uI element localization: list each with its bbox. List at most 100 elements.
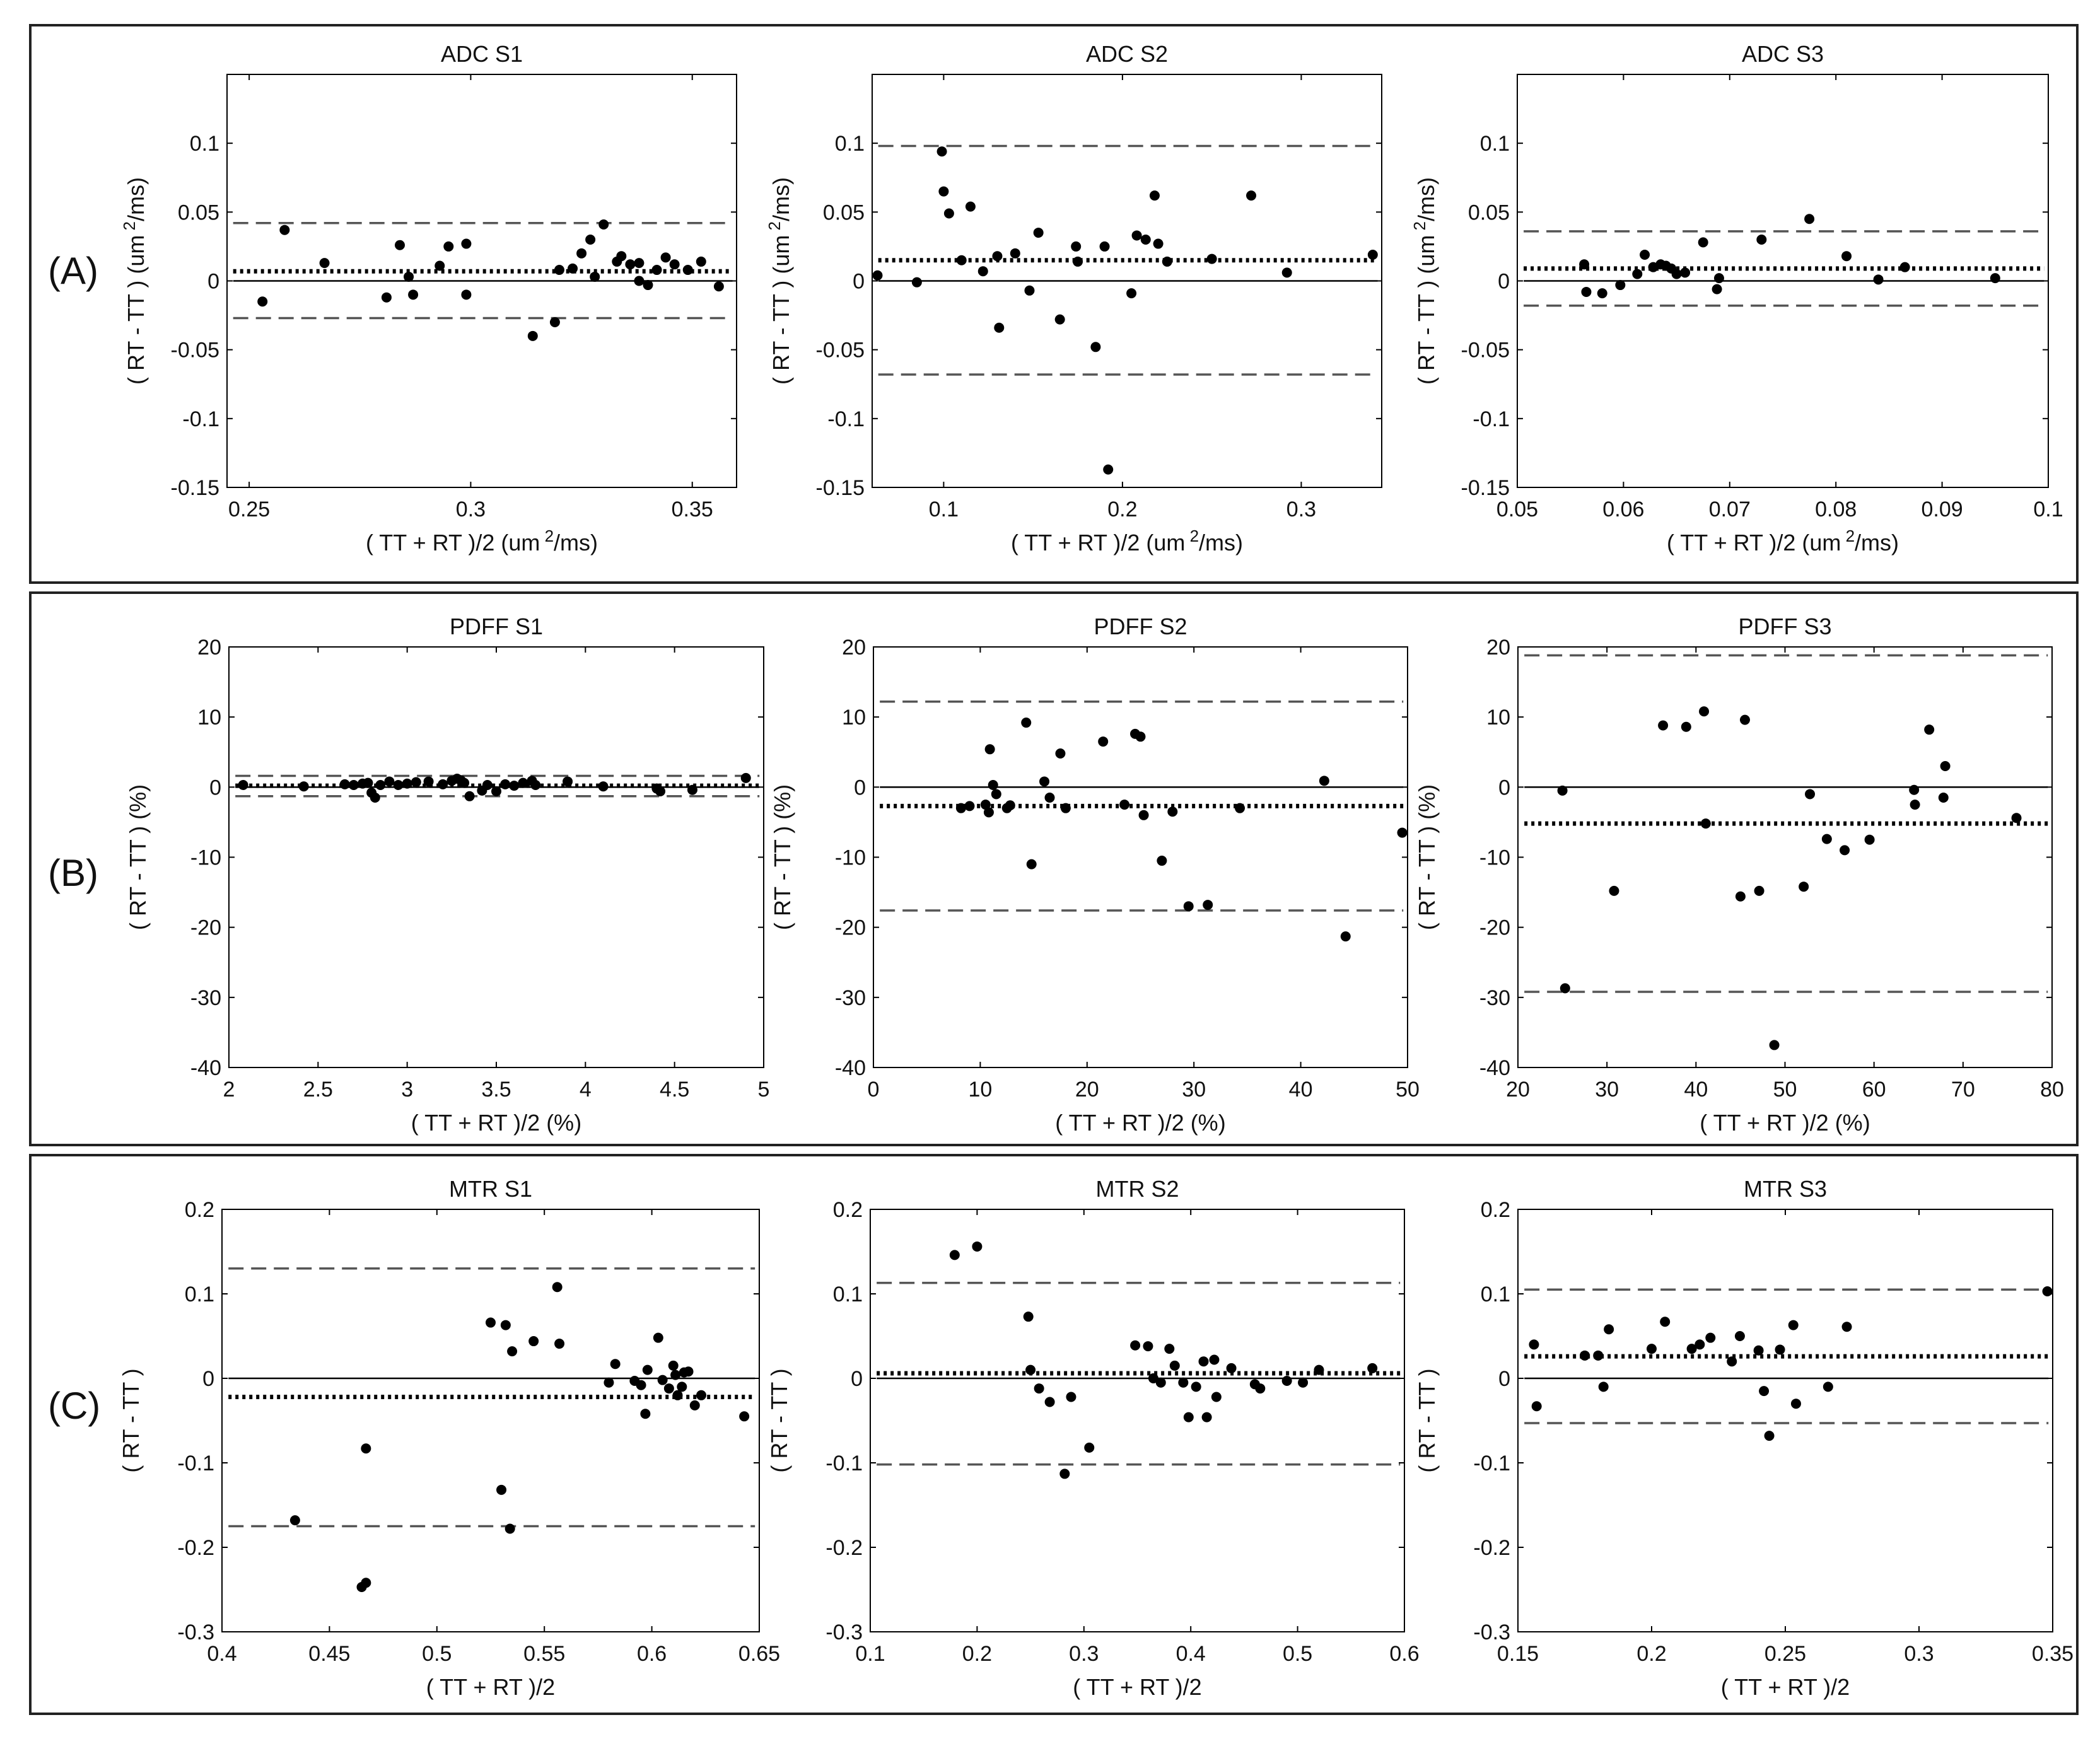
data-point <box>696 256 706 267</box>
data-point <box>988 779 998 790</box>
data-point <box>576 248 587 259</box>
data-point <box>435 260 445 271</box>
data-point <box>1788 1320 1799 1330</box>
y-tick-label: -0.1 <box>825 1451 863 1475</box>
data-point <box>549 317 560 327</box>
data-point <box>972 1241 983 1252</box>
data-point <box>739 1411 750 1422</box>
data-point <box>1098 736 1109 747</box>
data-point <box>672 1390 683 1400</box>
data-point <box>279 224 290 235</box>
data-point <box>518 777 528 788</box>
y-axis-label: ( RT - TT ) (um 2/ms) <box>120 177 149 385</box>
data-point <box>1169 1360 1180 1371</box>
data-point <box>687 784 697 795</box>
y-tick-label: 20 <box>842 636 866 660</box>
data-point <box>1734 1331 1745 1341</box>
data-point <box>1026 859 1037 870</box>
data-point <box>1044 793 1055 803</box>
y-tick-label: 0 <box>854 776 866 800</box>
y-tick-label: 0 <box>207 270 219 294</box>
x-tick-label: 0.25 <box>228 497 270 521</box>
data-point <box>610 1359 621 1370</box>
data-point <box>375 779 386 790</box>
data-point <box>984 744 995 755</box>
y-axis-label: ( RT - TT ) (%) <box>1414 784 1440 930</box>
x-axis-label: ( TT + RT )/2 (um 2/ms) <box>366 526 598 555</box>
x-tick-label: 0.3 <box>1286 497 1316 521</box>
x-tick-label: 0.2 <box>1107 497 1137 521</box>
data-point <box>1178 1377 1189 1388</box>
data-point <box>1298 1377 1309 1388</box>
y-tick-label: -40 <box>190 1056 221 1080</box>
y-tick-label: -30 <box>835 986 866 1010</box>
y-tick-label: 10 <box>842 706 866 730</box>
x-tick-label: 3 <box>401 1078 413 1102</box>
panel-a-label: (A) <box>48 250 98 292</box>
y-tick-label: 0 <box>202 1367 214 1391</box>
x-tick-label: 0.05 <box>1496 497 1538 521</box>
data-point <box>643 280 653 291</box>
y-tick-label: -30 <box>1479 986 1510 1010</box>
chart-title: MTR S3 <box>1744 1176 1827 1202</box>
y-tick-label: -0.1 <box>827 407 865 431</box>
data-point <box>500 779 511 789</box>
chart-4: 0 10 20 30 40 50 -40 -30 -20 -10 0 10 20 PDFF S2 ( TT … <box>769 614 1420 1136</box>
data-point <box>1143 1341 1153 1352</box>
data-point <box>552 1282 563 1293</box>
data-point <box>1841 1322 1852 1332</box>
panel-a-frame <box>29 24 2079 584</box>
data-point <box>238 779 248 790</box>
chart-title: MTR S2 <box>1095 1176 1179 1202</box>
x-tick-label: 0.2 <box>962 1642 992 1666</box>
data-point <box>1103 464 1114 475</box>
data-point <box>651 265 662 276</box>
data-point <box>1581 286 1592 297</box>
data-point <box>1167 806 1178 817</box>
data-point <box>500 1320 511 1330</box>
y-tick-label: -10 <box>1479 846 1510 870</box>
y-tick-label: -30 <box>190 986 221 1010</box>
x-tick-label: 30 <box>1182 1078 1206 1102</box>
data-point <box>1769 1040 1780 1050</box>
data-point <box>1700 818 1711 829</box>
data-point <box>980 800 991 810</box>
x-tick-label: 0.25 <box>1765 1642 1806 1666</box>
y-tick-label: -0.1 <box>1473 1451 1510 1475</box>
data-point <box>983 807 994 818</box>
x-tick-label: 4 <box>580 1078 592 1102</box>
data-point <box>1580 1350 1590 1361</box>
y-tick-label: 0.2 <box>833 1198 863 1222</box>
data-point <box>1557 785 1568 796</box>
y-tick-label: -40 <box>1479 1056 1510 1080</box>
data-point <box>370 793 380 803</box>
y-tick-label: 0 <box>1498 1367 1510 1391</box>
y-tick-label: -20 <box>190 916 221 940</box>
data-point <box>1560 983 1570 994</box>
chart-title: ADC S3 <box>1742 41 1824 67</box>
x-tick-label: 4.5 <box>660 1078 689 1102</box>
data-point <box>992 251 1003 262</box>
data-point <box>459 777 470 788</box>
data-point <box>1206 253 1217 264</box>
chart-title: ADC S1 <box>441 41 523 67</box>
data-point <box>1864 834 1875 845</box>
data-point <box>505 1523 515 1534</box>
x-tick-label: 0.06 <box>1602 497 1644 521</box>
data-point <box>1531 1401 1542 1412</box>
data-point <box>527 330 538 341</box>
data-point <box>1727 1356 1737 1367</box>
x-tick-label: 0.15 <box>1497 1642 1539 1666</box>
data-point <box>1140 235 1151 245</box>
panel-b-frame <box>29 591 2079 1146</box>
data-point <box>1367 250 1378 260</box>
chart-8: 0.15 0.2 0.25 0.3 0.35 -0.3 -0.2 -0.1 0 0.1 0.2 MTR… <box>1414 1176 2074 1700</box>
x-tick-label: 40 <box>1684 1078 1708 1102</box>
chart-6: 0.4 0.45 0.5 0.55 0.6 0.65 -0.3 -0.2 -0.1 0 0.1 0.2… <box>118 1176 780 1700</box>
data-point <box>1191 1381 1201 1392</box>
data-point <box>438 779 448 789</box>
data-point <box>1021 718 1032 728</box>
data-point <box>1397 827 1408 838</box>
data-point <box>965 201 976 212</box>
